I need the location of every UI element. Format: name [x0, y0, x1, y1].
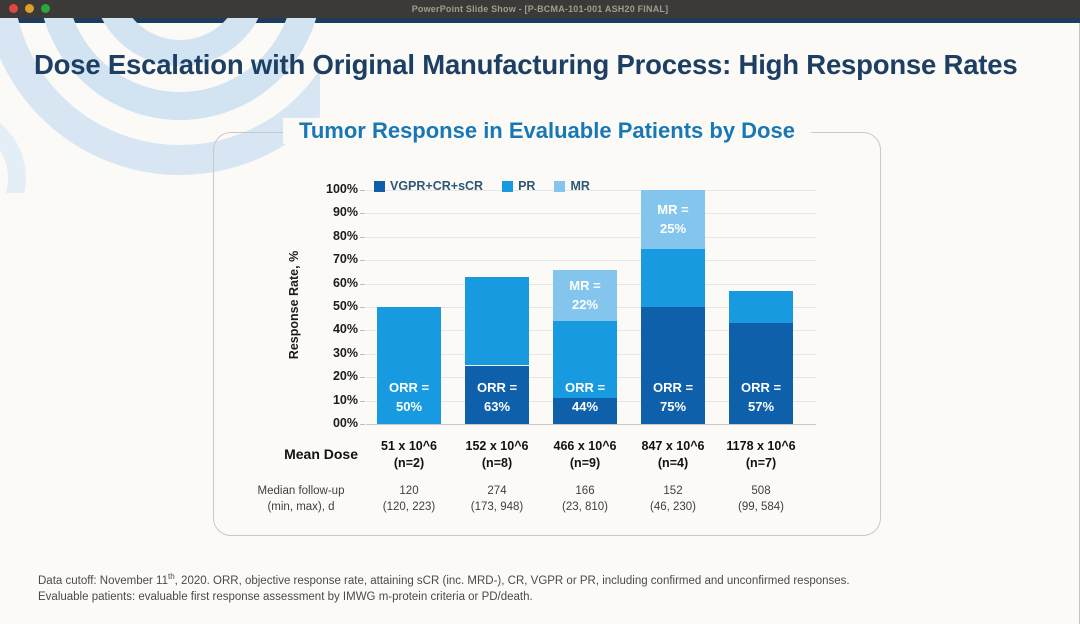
slide-title: Dose Escalation with Original Manufactur…: [34, 49, 1018, 80]
dose-label: 51 x 10^6 (n=2): [381, 439, 437, 470]
y-tick-label: 00%: [332, 416, 358, 430]
orr-label: ORR = 44%: [564, 380, 606, 414]
legend-item: PR: [502, 179, 535, 193]
bar-segment-vgpr-cr-scr: [641, 307, 705, 424]
median-value: 120 (120, 223): [382, 485, 436, 513]
bar-segment-pr: [465, 276, 529, 366]
median-value: 166 (23, 810): [561, 485, 609, 513]
bar-segment-mr: [553, 269, 617, 322]
x-axis-line: [366, 424, 816, 425]
dose-label: 152 x 10^6 (n=8): [465, 439, 529, 470]
y-axis-tick: [360, 213, 365, 215]
footnote-line-1: Data cutoff: November 11th, 2020. ORR, o…: [38, 572, 1048, 587]
y-tick-label: 40%: [332, 322, 358, 337]
legend-item: VGPR+CR+sCR: [374, 179, 483, 193]
y-tick-label: 90%: [332, 205, 358, 220]
gridline: [366, 236, 816, 238]
y-axis-tick: [360, 400, 365, 402]
mr-label: MR = 25%: [657, 202, 689, 237]
legend-label: PR: [518, 179, 536, 193]
bar-segment-vgpr-cr-scr: [465, 365, 529, 424]
window-titlebar: PowerPoint Slide Show - [P-BCMA-101-001 …: [0, 0, 1080, 18]
mr-label: MR = 22%: [569, 278, 601, 313]
y-tick-label: 80%: [332, 228, 358, 243]
y-axis-tick: [360, 377, 365, 379]
bar-segment-vgpr-cr-scr: [729, 323, 793, 424]
gridline: [366, 190, 816, 191]
slide-top-border: [0, 18, 1080, 23]
y-axis-label: Response Rate, %: [287, 250, 301, 360]
gridline: [366, 260, 816, 262]
y-axis-tick: [360, 260, 365, 262]
y-axis-tick: [360, 236, 365, 238]
footnote-1-pre: Data cutoff: November 11: [38, 574, 168, 587]
chart-title: Tumor Response in Evaluable Patients by …: [283, 117, 811, 144]
chart-legend: VGPR+CR+sCR PR MR: [374, 179, 590, 193]
bar-segment-pr: [553, 321, 617, 399]
y-tick-label: 20%: [332, 369, 358, 384]
orr-label: ORR = 50%: [388, 380, 430, 414]
bar-segment-pr: [729, 290, 793, 324]
bar-segment-pr: [377, 307, 441, 424]
dose-label: 1178 x 10^6 (n=7): [726, 439, 796, 470]
legend-swatch-icon: [554, 180, 566, 192]
y-axis-tick: [360, 424, 365, 425]
y-tick-label: 50%: [332, 299, 358, 313]
y-axis-tick: [360, 283, 365, 285]
y-tick-label: 10%: [332, 392, 358, 407]
legend-swatch-icon: [502, 180, 514, 192]
logo-watermark-icon: [0, 18, 320, 193]
median-value: 152 (46, 230): [649, 485, 697, 513]
median-header: Median follow-up (min, max), d: [257, 485, 345, 513]
orr-label: ORR = 75%: [652, 380, 694, 414]
legend-item: MR: [554, 179, 590, 193]
y-tick-label: 30%: [332, 345, 358, 360]
y-axis-tick: [360, 330, 365, 332]
bar-segment-pr: [641, 248, 705, 307]
dose-label: 847 x 10^6 (n=4): [641, 439, 705, 470]
footnote-1-sup: th: [167, 572, 175, 581]
y-axis-tick: [360, 353, 365, 355]
orr-label: ORR = 57%: [740, 380, 782, 414]
slide-canvas: Dose Escalation with Original Manufactur…: [0, 18, 1080, 624]
y-tick-label: 70%: [332, 252, 358, 267]
legend-label: MR: [570, 179, 590, 193]
zoom-button-icon[interactable]: [41, 4, 50, 13]
legend-swatch-icon: [374, 180, 385, 192]
chart-panel: 100% 90% 80% 70% 60% 50% 40% 30% 20% 10% 00% Respon…: [213, 117, 881, 536]
bar-segment-mr: [641, 190, 705, 249]
y-axis-tick: [360, 307, 365, 308]
y-axis-tick: [360, 190, 365, 191]
close-button-icon[interactable]: [9, 4, 18, 13]
bar-chart: 100% 90% 80% 70% 60% 50% 40% 30% 20% 10% 00% Respon…: [214, 133, 880, 535]
bar-segment-vgpr-cr-scr: [553, 398, 617, 424]
footnote-line-2: Evaluable patients: evaluable first resp…: [38, 591, 533, 603]
median-value: 274 (173, 948): [470, 485, 524, 513]
orr-label: ORR = 63%: [476, 380, 518, 414]
minimize-button-icon[interactable]: [25, 4, 34, 13]
x-axis-header: Mean Dose: [284, 446, 358, 462]
y-tick-label: 100%: [326, 182, 358, 196]
legend-label: VGPR+CR+sCR: [390, 179, 484, 193]
traffic-lights: [9, 4, 50, 13]
footnote-1-post: , 2020. ORR, objective response rate, at…: [174, 574, 850, 587]
dose-label: 466 x 10^6 (n=9): [553, 439, 617, 470]
gridline: [366, 213, 816, 215]
y-tick-label: 60%: [332, 275, 358, 290]
median-value: 508 (99, 584): [737, 485, 785, 513]
window-title: PowerPoint Slide Show - [P-BCMA-101-001 …: [411, 4, 669, 14]
